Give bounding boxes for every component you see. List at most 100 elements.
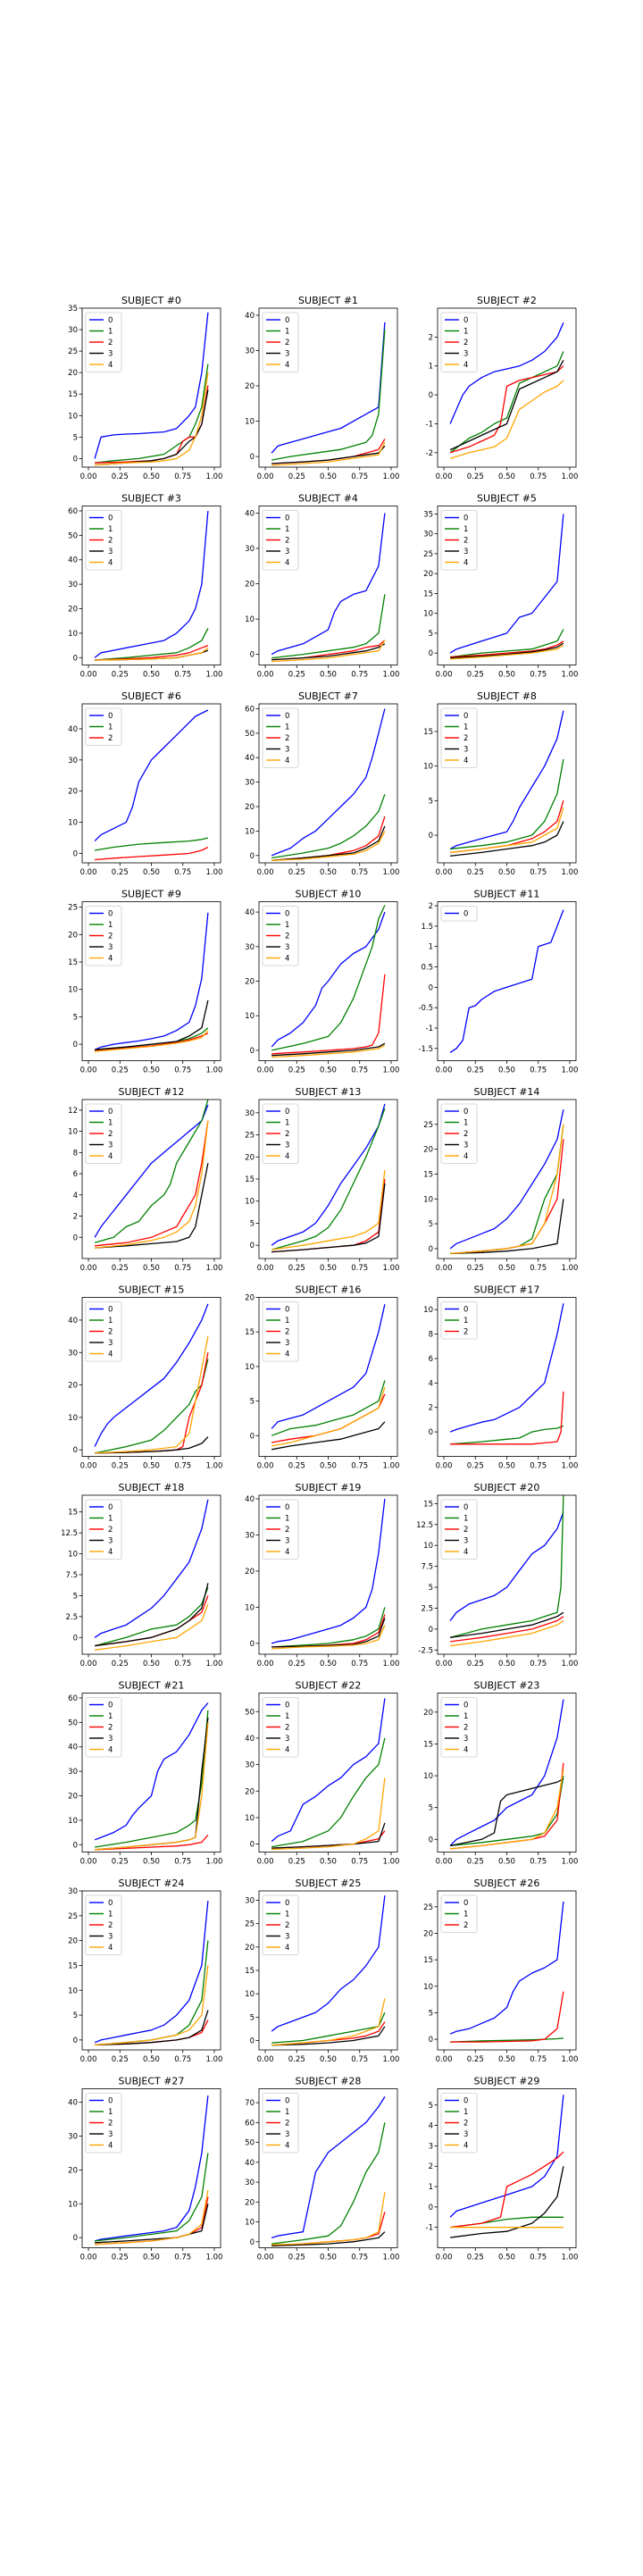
series-line-4	[95, 1722, 209, 1851]
series-line-0	[449, 1699, 564, 1846]
legend-label: 1	[108, 1712, 113, 1721]
y-tick-label: 35	[423, 510, 433, 519]
series-line-4	[450, 1619, 564, 1647]
x-tick-label: 0.50	[143, 1264, 160, 1273]
series-line-3	[95, 1436, 209, 1454]
x-tick-label: 1.00	[561, 1858, 578, 1867]
x-tick-label: 0.75	[530, 473, 547, 481]
series-line-4	[95, 1030, 209, 1052]
y-tick-label: -1.5	[418, 1045, 433, 1054]
y-tick-label: 20	[245, 1944, 255, 1953]
subplot-title: SUBJECT #8	[477, 690, 537, 702]
x-tick-label: 0.50	[143, 1660, 160, 1669]
series-group	[94, 2095, 209, 2246]
y-tick-label: 20	[245, 1787, 255, 1796]
x-tick-label: 0.00	[80, 1462, 97, 1471]
x-tick-label: 0.75	[174, 1264, 191, 1273]
y-tick-label: 30	[245, 1761, 255, 1770]
series-line-1	[271, 905, 386, 1051]
y-tick-label: 6	[429, 1355, 433, 1364]
x-tick-label: 0.75	[530, 868, 547, 877]
y-tick-label: 20	[245, 978, 255, 987]
legend-label: 3	[285, 1735, 289, 1744]
y-tick-label: -1	[426, 2224, 433, 2233]
subplot-13: SUBJECT #130.00 0.25 0.50 0.75 1.00051015202…	[245, 1086, 399, 1273]
subplot-title: SUBJECT #15	[119, 1284, 185, 1296]
series-group	[271, 513, 386, 663]
x-tick-label: 0.75	[174, 1858, 191, 1867]
legend-label: 3	[285, 746, 289, 755]
subplot-title: SUBJECT #12	[119, 1086, 185, 1098]
x-tick-label: 0.75	[351, 1660, 368, 1669]
y-tick-label: 0	[73, 2037, 78, 2045]
series-line-0	[449, 514, 564, 654]
legend-label: 2	[108, 1921, 113, 1930]
subplot-18: SUBJECT #18 0.00 0.25 0.50 0.75 1.00 0 2.5 5 7.5 1…	[61, 1482, 222, 1669]
x-tick-label: 0.50	[143, 1462, 160, 1471]
y-tick-label: 0	[73, 1634, 78, 1643]
x-tick-label: 0.00	[80, 2254, 97, 2262]
series-line-0	[449, 1303, 564, 1433]
legend-label: 0	[108, 1503, 113, 1512]
y-tick-label: 0	[250, 1841, 255, 1850]
series-group	[449, 2095, 564, 2238]
x-tick-label: 0.50	[498, 868, 515, 877]
x-tick-label: 1.00	[205, 868, 222, 877]
legend-label: 0	[463, 712, 468, 721]
y-tick-label: 25	[68, 1912, 78, 1921]
y-tick-label: 10	[68, 1551, 78, 1560]
y-tick-label: 2	[73, 1213, 78, 1222]
series-line-2	[450, 1391, 564, 1445]
subplot-title: SUBJECT #24	[119, 1878, 185, 1889]
legend-label: 4	[108, 1351, 113, 1359]
y-tick-label: 0	[429, 1626, 433, 1635]
x-tick-label: 1.00	[205, 473, 222, 481]
subplot-title: SUBJECT #0	[121, 295, 181, 306]
x-tick-label: 0.00	[436, 868, 453, 877]
y-tick-label: 10	[68, 412, 78, 421]
series-group	[449, 710, 564, 857]
series-line-1	[95, 364, 209, 464]
series-line-4	[95, 1120, 209, 1249]
legend-label: 1	[285, 1515, 289, 1524]
series-line-0	[94, 2095, 209, 2242]
subplot-title: SUBJECT #3	[121, 493, 181, 505]
series-line-0	[271, 2096, 386, 2239]
legend-label: 1	[285, 328, 289, 337]
y-tick-label: 2.5	[421, 1604, 433, 1613]
legend-label: 3	[108, 1537, 113, 1546]
series-group	[271, 322, 386, 466]
y-tick-label: 15	[68, 1961, 78, 1970]
legend-label: 1	[108, 723, 113, 732]
x-tick-label: 0.25	[288, 671, 305, 680]
x-tick-label: 0.25	[288, 473, 305, 481]
series-line-3	[450, 2166, 564, 2238]
y-tick-label: 2	[429, 1404, 433, 1413]
subplot-title: SUBJECT #18	[119, 1482, 185, 1493]
y-tick-label: 7.5	[65, 1571, 78, 1580]
legend-label: 4	[108, 1944, 113, 1953]
x-tick-label: 0.50	[498, 1660, 515, 1669]
legend-label: 1	[108, 328, 113, 337]
series-line-0	[449, 909, 564, 1053]
x-tick-label: 0.25	[112, 473, 129, 481]
y-tick-label: 30	[68, 2133, 78, 2142]
series-line-0	[94, 1303, 209, 1447]
series-group	[449, 1901, 564, 2043]
series-line-2	[450, 2151, 564, 2229]
y-tick-label: 0	[250, 453, 255, 462]
subplot-title: SUBJECT #4	[298, 493, 358, 505]
series-line-3	[449, 359, 564, 451]
subplot-5: SUBJECT #50.00 0.25 0.50 0.75 1.000510152025…	[423, 493, 578, 680]
x-tick-label: 0.50	[143, 2055, 160, 2064]
legend-label: 4	[285, 2142, 289, 2151]
series-group	[94, 510, 209, 661]
legend-label: 2	[463, 1130, 468, 1139]
series-line-2	[449, 365, 564, 454]
x-tick-label: 0.25	[288, 1066, 305, 1075]
series-line-2	[271, 2212, 386, 2246]
legend-label: 1	[285, 1911, 289, 1919]
y-tick-label: 0	[429, 832, 433, 841]
legend-label: 3	[285, 2130, 289, 2139]
y-tick-label: 1	[429, 363, 433, 372]
